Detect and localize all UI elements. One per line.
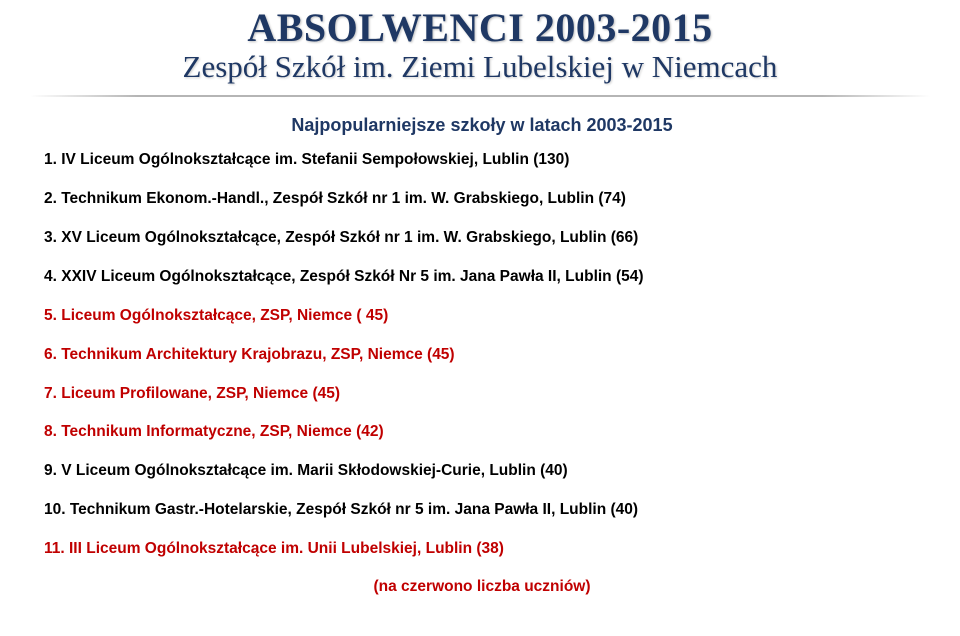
list-item: 5. Liceum Ogólnokształcące, ZSP, Niemce … xyxy=(44,306,920,327)
title-sub: Zespół Szkół im. Ziemi Lubelskiej w Niem… xyxy=(0,49,960,85)
school-list: 1. IV Liceum Ogólnokształcące im. Stefan… xyxy=(44,150,920,560)
slide-header: ABSOLWENCI 2003-2015 Zespół Szkół im. Zi… xyxy=(0,0,960,85)
item-number: 8. xyxy=(44,423,61,440)
list-item: 2. Technikum Ekonom.-Handl., Zespół Szkó… xyxy=(44,189,920,210)
item-number: 10. xyxy=(44,501,70,518)
item-text: Liceum Profilowane, ZSP, Niemce (45) xyxy=(61,385,340,402)
item-text: V Liceum Ogólnokształcące im. Marii Skło… xyxy=(61,462,567,479)
item-number: 1. xyxy=(44,151,61,168)
content-area: Najpopularniejsze szkoły w latach 2003-2… xyxy=(0,97,960,596)
title-main: ABSOLWENCI 2003-2015 xyxy=(0,4,960,51)
item-number: 2. xyxy=(44,190,61,207)
item-text: Technikum Architektury Krajobrazu, ZSP, … xyxy=(61,346,454,363)
item-text: Technikum Gastr.-Hotelarskie, Zespół Szk… xyxy=(70,501,638,518)
item-number: 7. xyxy=(44,385,61,402)
item-text: Liceum Ogólnokształcące, ZSP, Niemce ( 4… xyxy=(61,307,388,324)
item-text: XXIV Liceum Ogólnokształcące, Zespół Szk… xyxy=(61,268,643,285)
item-number: 3. xyxy=(44,229,61,246)
item-text: Technikum Ekonom.-Handl., Zespół Szkół n… xyxy=(61,190,626,207)
list-item: 9. V Liceum Ogólnokształcące im. Marii S… xyxy=(44,461,920,482)
list-item: 11. III Liceum Ogólnokształcące im. Unii… xyxy=(44,539,920,560)
item-number: 11. xyxy=(44,540,69,557)
item-text: III Liceum Ogólnokształcące im. Unii Lub… xyxy=(69,540,504,557)
item-number: 4. xyxy=(44,268,61,285)
item-text: IV Liceum Ogólnokształcące im. Stefanii … xyxy=(61,151,569,168)
list-item: 3. XV Liceum Ogólnokształcące, Zespół Sz… xyxy=(44,228,920,249)
list-item: 7. Liceum Profilowane, ZSP, Niemce (45) xyxy=(44,384,920,405)
item-text: XV Liceum Ogólnokształcące, Zespół Szkół… xyxy=(61,229,638,246)
item-number: 5. xyxy=(44,307,61,324)
item-number: 6. xyxy=(44,346,61,363)
list-item: 4. XXIV Liceum Ogólnokształcące, Zespół … xyxy=(44,267,920,288)
list-item: 10. Technikum Gastr.-Hotelarskie, Zespół… xyxy=(44,500,920,521)
item-text: Technikum Informatyczne, ZSP, Niemce (42… xyxy=(61,423,383,440)
list-title: Najpopularniejsze szkoły w latach 2003-2… xyxy=(44,115,920,136)
footnote: (na czerwono liczba uczniów) xyxy=(44,578,920,596)
list-item: 6. Technikum Architektury Krajobrazu, ZS… xyxy=(44,345,920,366)
list-item: 8. Technikum Informatyczne, ZSP, Niemce … xyxy=(44,422,920,443)
item-number: 9. xyxy=(44,462,61,479)
list-item: 1. IV Liceum Ogólnokształcące im. Stefan… xyxy=(44,150,920,171)
